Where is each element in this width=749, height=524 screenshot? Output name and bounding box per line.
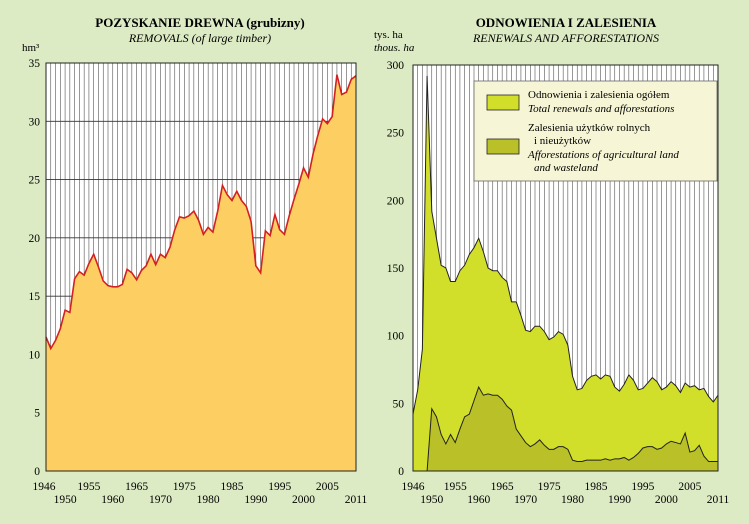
removals-ytick-15: 15 — [29, 291, 41, 303]
renewals-xtick: 1950 — [420, 494, 443, 506]
removals-xtick: 1965 — [125, 481, 148, 493]
legend-label-total: Odnowienia i zalesienia ogółem — [528, 89, 670, 101]
removals-xtick: 1960 — [101, 494, 124, 506]
renewals-xtick: 2005 — [678, 481, 701, 493]
removals-xtick: 1980 — [197, 494, 220, 506]
removals-ytick-5: 5 — [34, 408, 40, 420]
removals-plot-frame — [45, 62, 357, 472]
renewals-xtick: 2011 — [707, 494, 730, 506]
removals-xtick: 2011 — [345, 494, 368, 506]
legend-label-total-en: Total renewals and afforestations — [528, 103, 674, 115]
legend-label-agricultural-line1: Zalesienia użytków rolnych — [528, 122, 651, 134]
renewals-ytick-0: 0 — [398, 466, 404, 478]
removals-title: POZYSKANIE DREWNA (grubizny) — [95, 15, 304, 30]
removals-xtick: 1995 — [268, 481, 291, 493]
renewals-ytick-200: 200 — [387, 195, 405, 207]
removals-line — [45, 74, 357, 351]
removals-ytick-35: 35 — [29, 58, 41, 70]
removals-unit: hm³ — [22, 42, 40, 54]
renewals-ytick-50: 50 — [393, 398, 405, 410]
renewals-xtick: 1960 — [467, 494, 490, 506]
renewals-x-ticks-upper: 1946 1955 1965 1975 1985 1995 2005 — [402, 481, 702, 493]
removals-xtick: 1955 — [77, 481, 100, 493]
removals-area — [46, 74, 356, 471]
renewals-xtick: 1970 — [514, 494, 537, 506]
renewals-ytick-300: 300 — [387, 60, 405, 72]
removals-ytick-10: 10 — [29, 349, 41, 361]
renewals-xtick: 1995 — [631, 481, 654, 493]
legend-swatch-agricultural — [486, 138, 520, 155]
removals-chart: POZYSKANIE DREWNA (grubizny) REMOVALS (o… — [22, 15, 368, 506]
removals-xtick: 2000 — [292, 494, 315, 506]
renewals-xtick: 1975 — [538, 481, 561, 493]
removals-xtick: 1970 — [149, 494, 172, 506]
renewals-unit-en: thous. ha — [374, 42, 415, 54]
renewals-legend: Odnowienia i zalesienia ogółem Total ren… — [473, 80, 718, 182]
renewals-xtick: 1980 — [561, 494, 584, 506]
removals-subtitle: REMOVALS (of large timber) — [128, 31, 271, 45]
renewals-xtick: 2000 — [655, 494, 678, 506]
removals-x-ticks-upper: 1946 1955 1965 1975 1985 1995 2005 — [33, 481, 340, 493]
legend-label-agricultural-line2: i nieużytków — [534, 135, 591, 147]
legend-swatch-total — [486, 94, 520, 111]
renewals-ytick-250: 250 — [387, 128, 405, 140]
removals-xtick: 1950 — [54, 494, 77, 506]
removals-y-ticks: 0 5 10 15 20 25 30 35 — [29, 58, 41, 478]
legend-label-agricultural-en-line1: Afforestations of agricultural land — [527, 149, 679, 161]
removals-xtick: 1990 — [244, 494, 267, 506]
renewals-plot-frame — [412, 64, 719, 472]
removals-ytick-20: 20 — [29, 233, 41, 245]
renewals-xtick: 1955 — [444, 481, 467, 493]
removals-ytick-0: 0 — [34, 466, 40, 478]
removals-ytick-25: 25 — [29, 175, 41, 187]
renewals-xtick: 1965 — [491, 481, 514, 493]
renewals-xtick: 1990 — [608, 494, 631, 506]
renewals-unit: tys. ha — [374, 29, 403, 41]
renewals-agricultural-area — [413, 385, 719, 472]
removals-xtick: 1985 — [221, 481, 244, 493]
renewals-x-ticks-lower: 1950 1960 1970 1980 1990 2000 2011 — [420, 494, 729, 506]
renewals-total-area — [412, 75, 719, 472]
legend-label-agricultural-en: Afforestations of agricultural land and … — [527, 149, 682, 174]
removals-xtick: 1946 — [33, 481, 56, 493]
renewals-ytick-100: 100 — [387, 331, 405, 343]
renewals-subtitle: RENEWALS AND AFFORESTATIONS — [472, 31, 659, 45]
legend-label-agricultural: Zalesienia użytków rolnych i nieużytków — [528, 122, 653, 147]
removals-ytick-30: 30 — [29, 116, 41, 128]
renewals-xtick: 1985 — [585, 481, 608, 493]
removals-x-ticks-lower: 1950 1960 1970 1980 1990 2000 2011 — [54, 494, 368, 506]
renewals-y-ticks: 0 50 100 150 200 250 300 — [387, 60, 405, 478]
removals-xtick: 1975 — [173, 481, 196, 493]
renewals-title: ODNOWIENIA I ZALESIENIA — [476, 15, 657, 30]
legend-label-agricultural-en-line2: and wasteland — [534, 162, 598, 174]
renewals-ytick-150: 150 — [387, 263, 405, 275]
renewals-xtick: 1946 — [402, 481, 425, 493]
removals-xtick: 2005 — [316, 481, 339, 493]
renewals-chart: ODNOWIENIA I ZALESIENIA RENEWALS AND AFF… — [374, 15, 730, 506]
